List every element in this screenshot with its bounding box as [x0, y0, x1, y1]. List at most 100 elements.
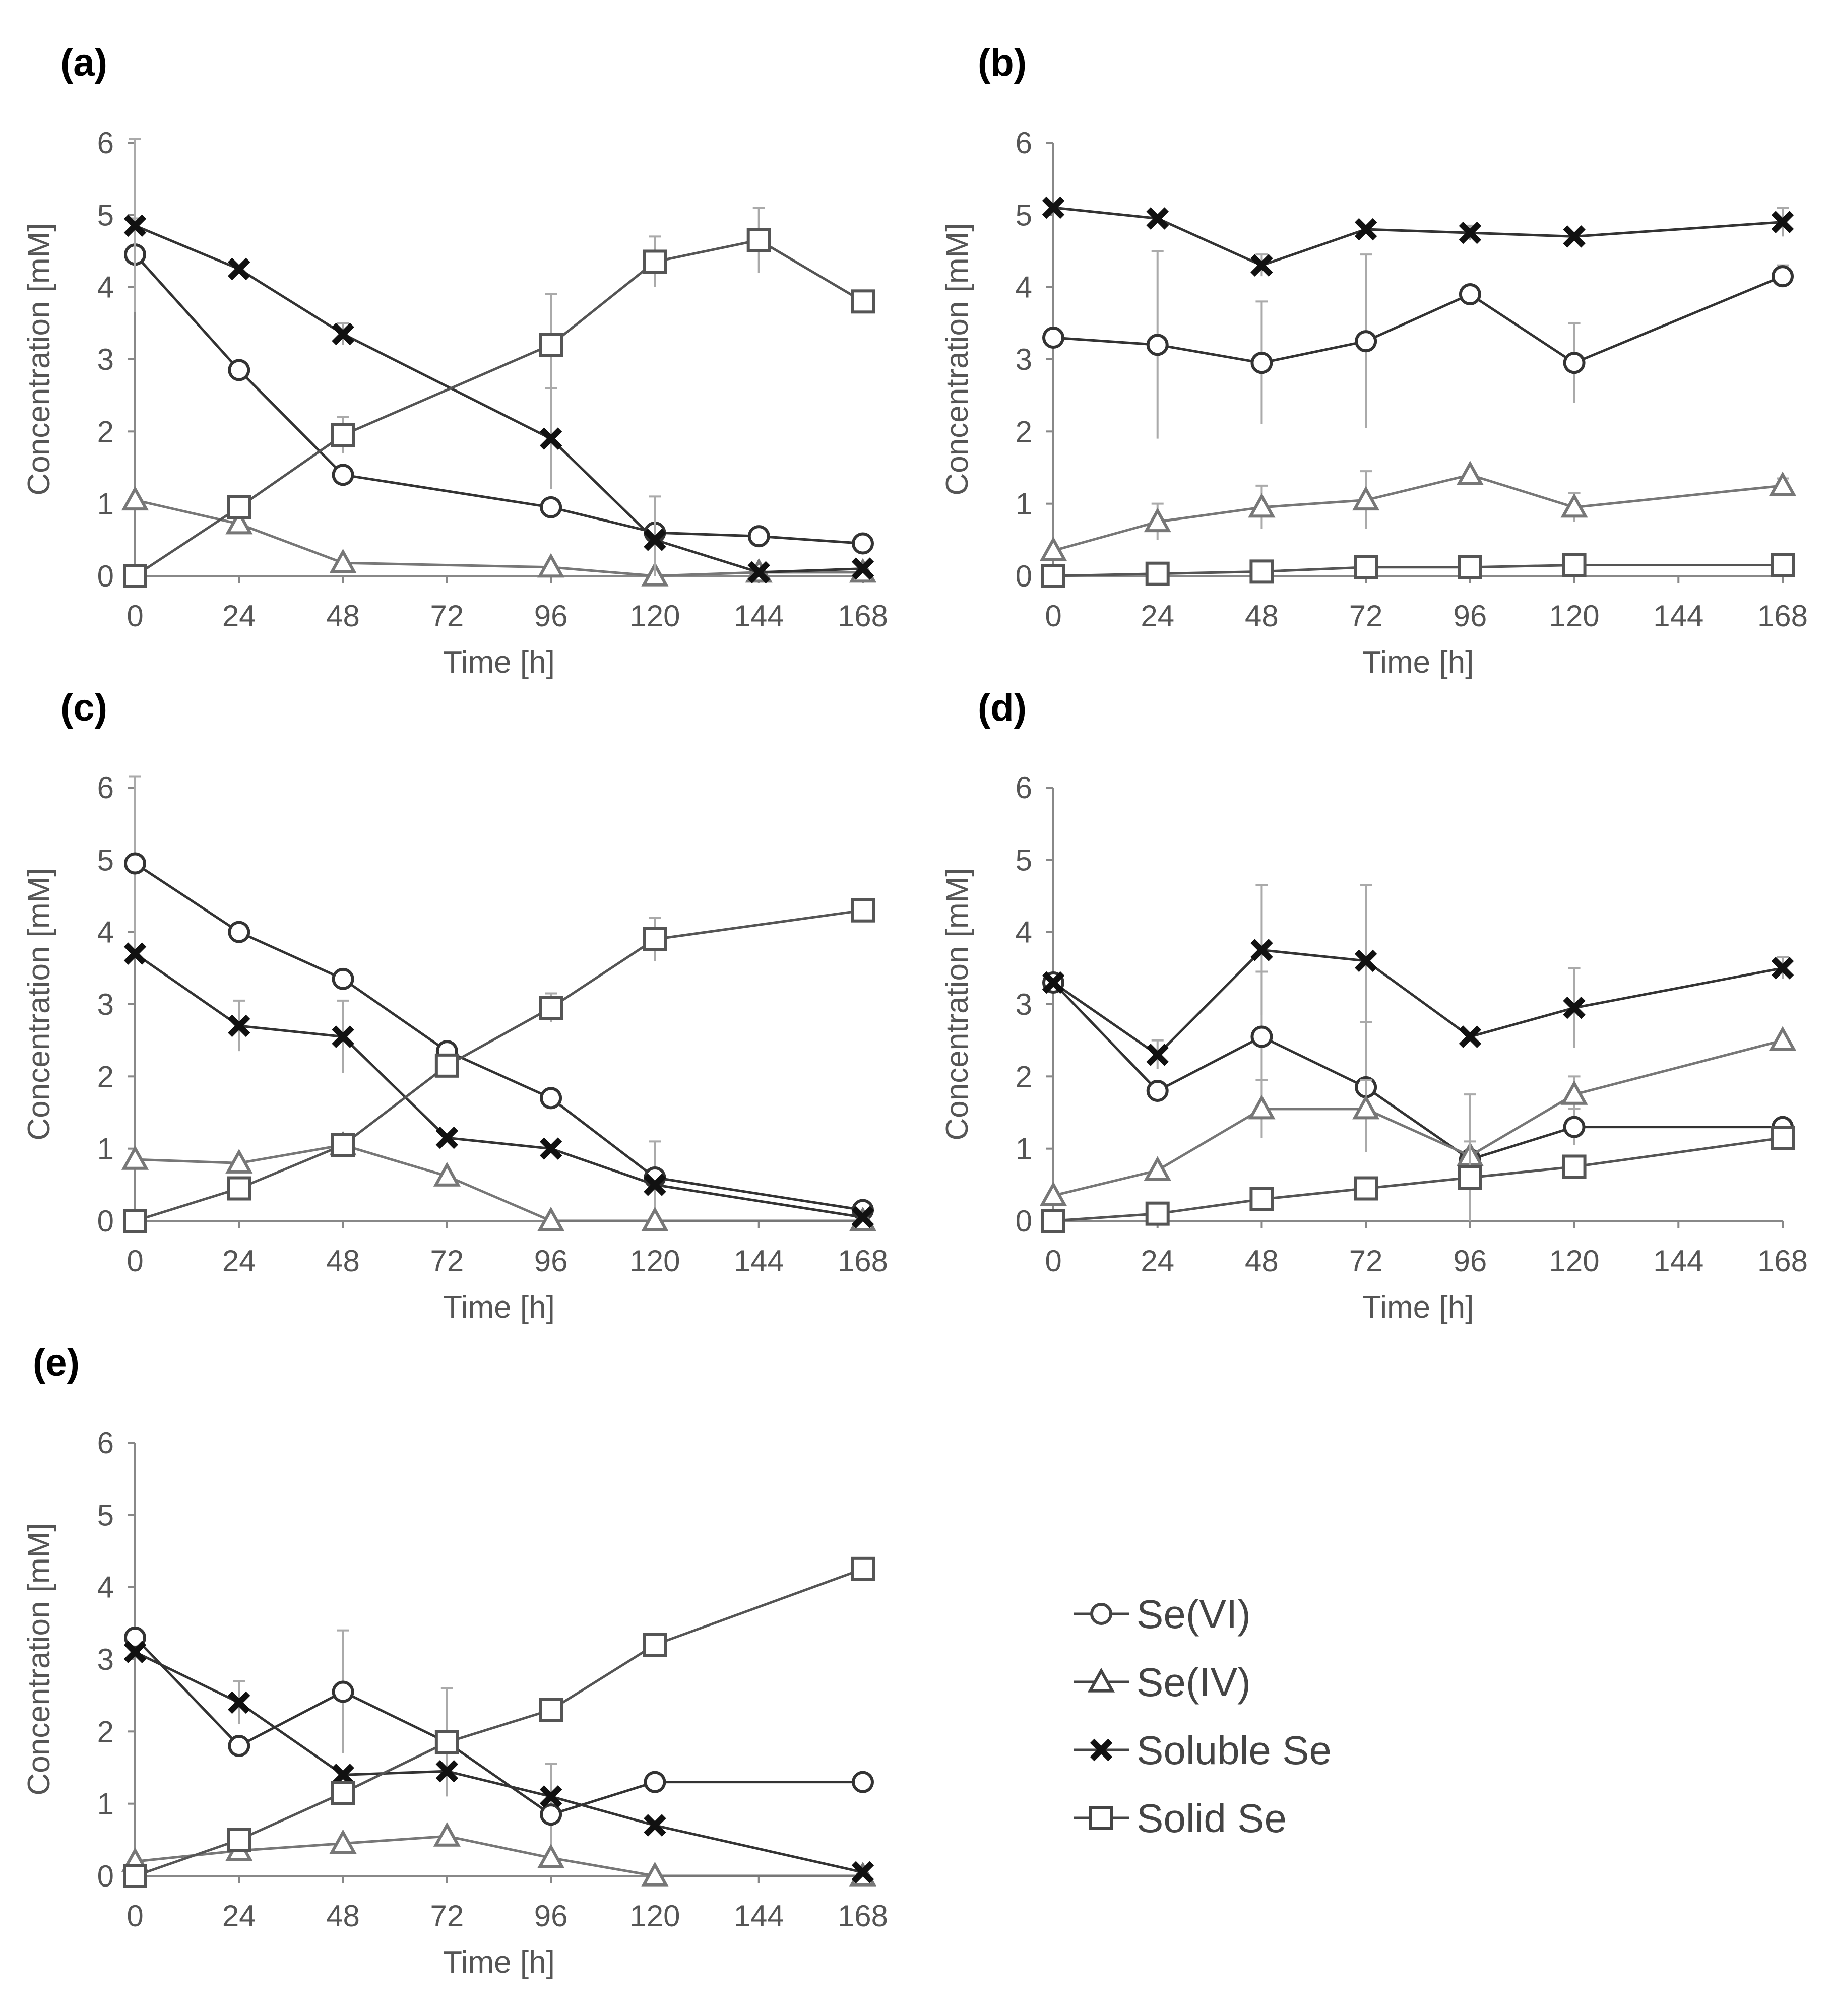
panel-c-soluble-se-point [644, 1174, 666, 1196]
panel-b-y-tick-label: 3 [1016, 343, 1032, 376]
panel-c-solid-se-line [135, 909, 863, 1222]
panel-d-soluble-se-point [1771, 957, 1794, 980]
panel-d-y-tick-label: 2 [1016, 1060, 1032, 1093]
panel-c-se-iv-point [433, 1161, 461, 1187]
panel-b-series-se-vi [1042, 250, 1794, 439]
panel-d-solid-se-point [1145, 1201, 1170, 1226]
panel-d-y-tick-label: 0 [1016, 1204, 1032, 1238]
panel-a-x-tick-label: 24 [222, 599, 256, 633]
panel-e-solid-se-point [331, 1781, 355, 1805]
panel-a-solid-se-point [851, 289, 875, 314]
panel-b-se-vi-point [1250, 352, 1273, 374]
panel-e-y-tick-label: 2 [97, 1715, 114, 1748]
panel-c-solid-se-point [434, 1053, 459, 1078]
panel-b-soluble-se-point [1563, 225, 1586, 248]
panel-e-se-vi-point [228, 1735, 250, 1757]
panel-a-x-axis-title: Time [h] [443, 645, 555, 680]
panel-a-soluble-se-point [332, 322, 354, 346]
panel-e-se-vi-point [644, 1771, 666, 1793]
panel-e-solid-se-point [123, 1864, 147, 1888]
panel-b-se-iv-point [1769, 471, 1797, 496]
panel-e-se-vi-point [332, 1680, 354, 1703]
panel-a-soluble-se-point [644, 529, 666, 551]
panel-d-se-iv-point [1144, 1156, 1171, 1181]
panel-d-series-solid-se [1041, 1126, 1795, 1233]
panel-c-series-soluble-se [123, 942, 874, 1229]
panel-c-y-tick-label: 4 [97, 916, 114, 949]
panel-e-soluble-se-point [123, 1641, 147, 1663]
panel-c-y-tick-label: 6 [97, 771, 114, 805]
legend-soluble-se-marker [1090, 1738, 1113, 1762]
panel-a-soluble-se-point [747, 561, 770, 584]
panel-c-y-tick-label: 5 [97, 843, 114, 877]
panel-c-se-vi-point [540, 1087, 562, 1110]
panel-c-x-tick-label: 168 [838, 1244, 888, 1278]
panel-c-se-iv-point [225, 1149, 253, 1174]
panel-d-y-tick-label: 5 [1016, 843, 1032, 877]
panel-c-se-vi-point [332, 967, 354, 990]
panel-d-y-tick-label: 6 [1016, 771, 1032, 805]
panel-b-y-tick-label: 2 [1016, 415, 1032, 448]
panel-b-label: (b) [978, 41, 1027, 84]
panel-a-soluble-se-point [228, 257, 250, 281]
panel-c-se-vi-point [228, 921, 250, 943]
panel-c-x-tick-label: 96 [534, 1244, 568, 1278]
panel-b-solid-se-point [1041, 564, 1065, 588]
panel-e-y-tick-label: 5 [97, 1498, 114, 1532]
panel-c-x-tick-label: 72 [430, 1244, 464, 1278]
panel-a-x-tick-label: 96 [534, 599, 568, 633]
panel-d-y-tick-label: 3 [1016, 988, 1032, 1021]
legend-solid-se-label: Solid Se [1137, 1796, 1287, 1841]
panel-b-x-tick-label: 144 [1653, 599, 1703, 633]
panel-c-label: (c) [60, 686, 107, 729]
panel-b-se-iv-point [1352, 486, 1380, 511]
panel-b-x-tick-label: 24 [1141, 599, 1174, 633]
panel-d-se-iv-point [1352, 1094, 1380, 1120]
panel-b-se-vi-point [1563, 352, 1586, 374]
panel-e: (e) 0 1 2 3 4 5 6 0 24 48 72 96 120 144 168 Time [h] Conc… [22, 1341, 888, 1980]
panel-d-soluble-se-point [1459, 1025, 1482, 1048]
panel-a-x-tick-label: 48 [326, 599, 360, 633]
panel-d-x-tick-label: 0 [1045, 1244, 1061, 1278]
panel-b-se-iv-point [1456, 461, 1484, 485]
panel-d-se-iv-point [1769, 1026, 1797, 1051]
panel-c-se-iv-point [537, 1206, 565, 1231]
panel-c-x-tick-label: 144 [734, 1244, 784, 1278]
panel-e-y-tick-label: 4 [97, 1571, 114, 1604]
panel-b-se-iv-point [1248, 493, 1276, 518]
panel-e-solid-se-point [227, 1828, 251, 1852]
panel-e-y-tick-label: 3 [97, 1643, 114, 1676]
panel-e-solid-se-point [434, 1730, 459, 1754]
panel-d-se-iv-point [1560, 1080, 1588, 1105]
panel-a-solid-se-point [123, 564, 147, 588]
legend-item-soluble-se: Soluble Se [1074, 1728, 1332, 1773]
panel-b-series-solid-se [1041, 553, 1795, 588]
panel-c-se-vi-point [124, 852, 146, 875]
panel-a-y-tick-label: 1 [97, 487, 114, 521]
panel-a-soluble-se-point [539, 427, 562, 450]
panel-b-solid-se-point [1145, 561, 1170, 586]
panel-c-y-tick-label: 1 [97, 1132, 114, 1166]
panel-b-se-vi-point [1042, 327, 1064, 349]
panel-c-x-tick-label: 24 [222, 1244, 256, 1278]
panel-d-solid-se-point [1249, 1187, 1274, 1211]
panel-e-solid-se-point [851, 1556, 875, 1581]
panel-c-soluble-se-point [539, 1137, 562, 1160]
panel-e-y-tick-label: 6 [97, 1426, 114, 1460]
panel-b-solid-se-point [1249, 559, 1274, 584]
panel-e-x-tick-label: 96 [534, 1899, 568, 1933]
panel-d-soluble-se-point [1146, 1044, 1169, 1066]
panel-c-y-axis-title: Concentration [mM] [22, 868, 56, 1141]
panel-d-x-tick-label: 24 [1141, 1244, 1174, 1278]
panel-c-solid-se-point [539, 996, 563, 1020]
panel-a-y-axis-title: Concentration [mM] [22, 223, 56, 496]
panel-c-x-tick-label: 120 [629, 1244, 680, 1278]
panel-b-y-axis-title: Concentration [mM] [940, 223, 975, 496]
panel-a-solid-se-point [227, 495, 251, 519]
panel-e-y-tick-label: 1 [97, 1787, 114, 1821]
panel-d: (d) 0 1 2 3 4 5 6 0 24 48 72 96 120 144 168 Time [h] Conc… [940, 686, 1808, 1325]
panel-e-se-vi-point [852, 1771, 874, 1793]
panel-b-soluble-se-point [1771, 211, 1794, 233]
panel-c-solid-se-point [123, 1209, 147, 1233]
panel-b-soluble-se-point [1354, 218, 1377, 241]
